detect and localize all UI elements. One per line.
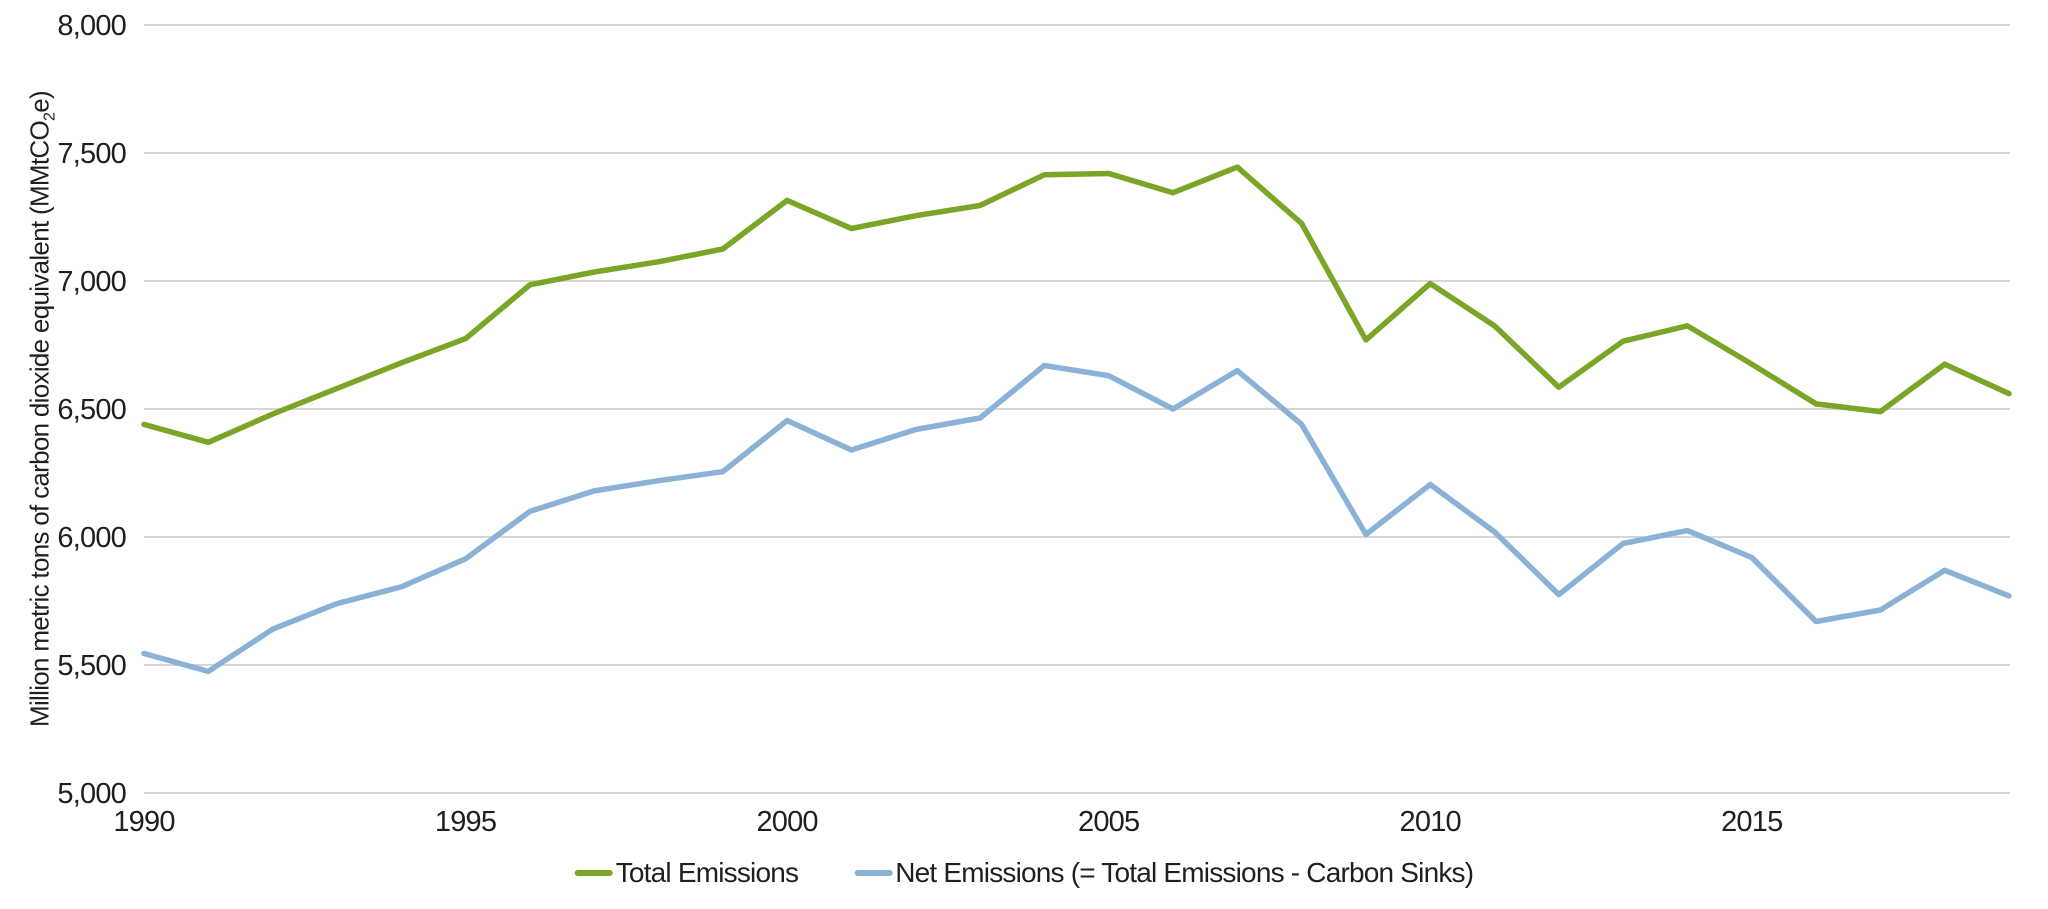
x-tick-label: 2015 [1721,806,1782,838]
x-tick-label: 2005 [1078,806,1139,838]
chart-legend: Total Emissions Net Emissions (= Total E… [574,857,1474,889]
y-axis-title-text: Million metric tons of carbon dioxide eq… [24,121,55,727]
x-tick-label: 1995 [435,806,496,838]
legend-item-total-emissions: Total Emissions [574,857,799,889]
y-tick-label: 7,500 [57,138,126,170]
legend-label-total-emissions: Total Emissions [615,857,799,888]
net-emissions-line-swatch [854,870,893,876]
x-tick-label: 2000 [756,806,817,838]
x-tick-label: 1990 [113,806,174,838]
x-tick-label: 2010 [1400,806,1461,838]
legend-label-net-emissions: Net Emissions (= Total Emissions - Carbo… [895,857,1474,888]
series-line-total-emissions [141,164,2012,446]
y-tick-label: 8,000 [57,10,126,42]
y-tick-label: 6,000 [57,522,126,554]
y-axis-title: Million metric tons of carbon dioxide eq… [24,91,59,727]
y-tick-label: 5,500 [57,650,126,682]
series-line-net-emissions-total-emissions-carbon-sinks [141,362,2012,675]
y-tick-label: 5,000 [57,778,126,810]
y-tick-label: 7,000 [57,266,126,298]
total-emissions-line-swatch [574,870,613,876]
legend-item-net-emissions: Net Emissions (= Total Emissions - Carbo… [854,857,1474,889]
y-axis-title-subscript: 2 [40,112,59,121]
y-tick-label: 6,500 [57,394,126,426]
y-axis-title-suffix: e) [24,91,55,113]
